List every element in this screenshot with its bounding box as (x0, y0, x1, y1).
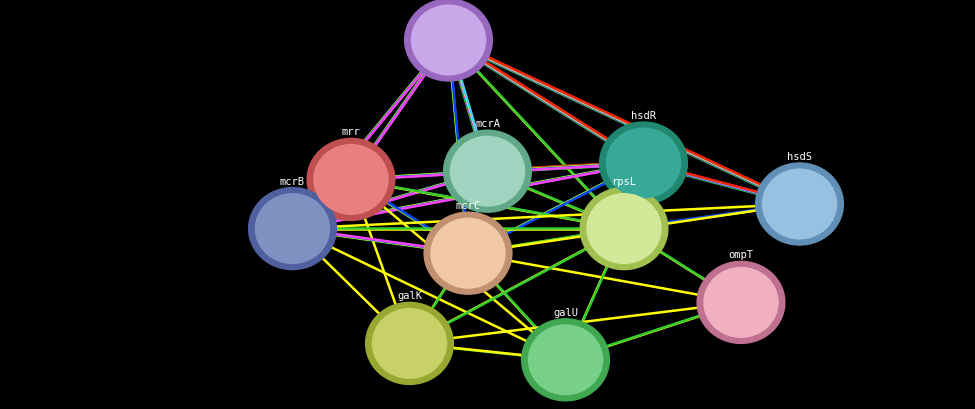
Ellipse shape (606, 129, 681, 198)
Ellipse shape (762, 170, 837, 239)
Ellipse shape (756, 164, 843, 245)
Ellipse shape (307, 139, 395, 221)
Text: rpsL: rpsL (611, 176, 637, 186)
Ellipse shape (697, 262, 785, 344)
Text: mrr: mrr (341, 127, 361, 137)
Text: galU: galU (553, 307, 578, 317)
Text: hsdR: hsdR (631, 111, 656, 121)
Ellipse shape (372, 309, 447, 378)
Text: mcrB: mcrB (280, 176, 305, 186)
Ellipse shape (444, 131, 531, 213)
Text: mcrC: mcrC (455, 201, 481, 211)
Text: hsdS: hsdS (787, 152, 812, 162)
Ellipse shape (704, 268, 778, 337)
Ellipse shape (522, 319, 609, 401)
Ellipse shape (366, 303, 453, 384)
Ellipse shape (314, 145, 388, 215)
Ellipse shape (587, 194, 661, 264)
Ellipse shape (580, 188, 668, 270)
Text: ompT: ompT (728, 250, 754, 260)
Ellipse shape (411, 6, 486, 76)
Ellipse shape (255, 194, 330, 264)
Ellipse shape (431, 219, 505, 288)
Ellipse shape (600, 123, 687, 204)
Text: galK: galK (397, 291, 422, 301)
Ellipse shape (450, 137, 525, 207)
Ellipse shape (405, 0, 492, 82)
Ellipse shape (528, 325, 603, 395)
Text: mcrA: mcrA (475, 119, 500, 129)
Ellipse shape (249, 188, 336, 270)
Ellipse shape (424, 213, 512, 294)
